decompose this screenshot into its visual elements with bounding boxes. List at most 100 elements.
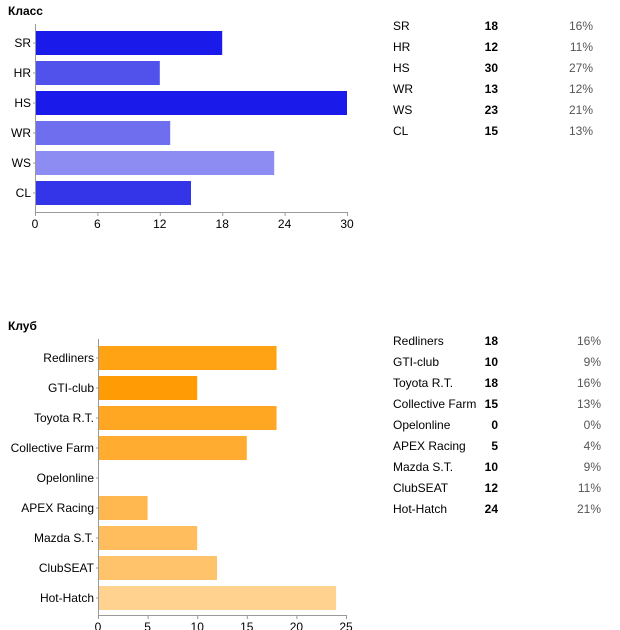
stat-row: ClubSEAT 12 11% xyxy=(393,480,613,501)
stat-name: Toyota R.T. xyxy=(393,376,454,390)
stat-name: CL xyxy=(393,124,409,138)
stat-count: 15 xyxy=(484,397,498,411)
category-label: CL xyxy=(16,186,32,200)
x-tick-label: 18 xyxy=(216,217,230,231)
stat-percent: 13% xyxy=(576,397,601,411)
x-tick-label: 12 xyxy=(153,217,167,231)
club-stats-table: Redliners 18 16% GTI-club 10 9% Toyota R.T. 18 1… xyxy=(393,333,613,533)
stat-name: WS xyxy=(393,103,413,117)
stat-name: SR xyxy=(393,19,410,33)
category-label: Mazda S.T. xyxy=(34,531,94,545)
bar-hr xyxy=(35,61,160,85)
stat-percent: 0% xyxy=(583,418,601,432)
x-tick-label: 0 xyxy=(95,620,102,630)
stat-count: 10 xyxy=(484,355,498,369)
stat-name: GTI-club xyxy=(393,355,440,369)
bar-redliners xyxy=(98,346,277,370)
stat-count: 12 xyxy=(484,481,498,495)
category-label: APEX Racing xyxy=(21,501,94,515)
category-label: Collective Farm xyxy=(11,441,94,455)
category-label: WS xyxy=(12,156,31,170)
category-label: GTI-club xyxy=(48,381,94,395)
stat-name: WR xyxy=(393,82,413,96)
stat-count: 0 xyxy=(491,418,498,432)
stat-row: Mazda S.T. 10 9% xyxy=(393,459,613,480)
x-tick-label: 30 xyxy=(340,217,354,231)
stat-percent: 11% xyxy=(577,481,601,495)
stat-row: CL 15 13% xyxy=(393,123,613,144)
stat-count: 15 xyxy=(484,124,498,138)
stat-count: 13 xyxy=(484,82,498,96)
category-label: HR xyxy=(14,66,32,80)
stat-row: Collective Farm 15 13% xyxy=(393,396,613,417)
stat-name: Opelonline xyxy=(393,418,451,432)
stat-percent: 9% xyxy=(583,355,601,369)
stat-name: HS xyxy=(393,61,410,75)
stat-percent: 16% xyxy=(568,19,593,33)
x-tick-label: 20 xyxy=(290,620,304,630)
category-label: SR xyxy=(14,36,31,50)
bar-hs xyxy=(35,91,347,115)
category-label: Opelonline xyxy=(37,471,95,485)
stat-count: 10 xyxy=(484,460,498,474)
stat-name: HR xyxy=(393,40,411,54)
stat-name: Redliners xyxy=(393,334,444,348)
bar-hot-hatch xyxy=(98,586,337,610)
category-label: ClubSEAT xyxy=(39,561,95,575)
category-label: HS xyxy=(14,96,31,110)
class-chart-title: Класс xyxy=(8,4,43,18)
stat-count: 18 xyxy=(484,376,498,390)
x-tick-label: 5 xyxy=(144,620,151,630)
category-label: Toyota R.T. xyxy=(34,411,94,425)
x-tick-label: 15 xyxy=(240,620,254,630)
stat-name: Collective Farm xyxy=(393,397,477,411)
stat-count: 23 xyxy=(484,103,498,117)
class-stats-table: SR 18 16% HR 12 11% HS 30 27% WR 13 12% WS 23 21% CL 15 1… xyxy=(393,18,613,148)
stat-percent: 21% xyxy=(568,103,593,117)
stat-percent: 11% xyxy=(569,40,593,54)
club-chart-title: Клуб xyxy=(8,319,37,333)
stat-row: WS 23 21% xyxy=(393,102,613,123)
bar-clubseat xyxy=(98,556,218,580)
stat-name: Hot-Hatch xyxy=(393,502,448,516)
stat-count: 24 xyxy=(484,502,498,516)
x-tick-label: 24 xyxy=(278,217,292,231)
x-tick-label: 10 xyxy=(191,620,205,630)
stat-count: 18 xyxy=(484,334,498,348)
stat-row: Hot-Hatch 24 21% xyxy=(393,501,613,522)
stat-percent: 4% xyxy=(583,439,601,453)
stat-row: GTI-club 10 9% xyxy=(393,354,613,375)
stat-name: Mazda S.T. xyxy=(393,460,454,474)
category-label: Hot-Hatch xyxy=(40,591,94,605)
stat-row: SR 18 16% xyxy=(393,18,613,39)
stat-percent: 21% xyxy=(576,502,601,516)
stat-row: Redliners 18 16% xyxy=(393,333,613,354)
stat-row: Opelonline 0 0% xyxy=(393,417,613,438)
x-tick-label: 25 xyxy=(339,620,353,630)
bar-toyota-r-t- xyxy=(98,406,277,430)
stat-name: APEX Racing xyxy=(393,439,466,453)
stat-count: 18 xyxy=(484,19,498,33)
bar-apex-racing xyxy=(98,496,148,520)
stat-row: HR 12 11% xyxy=(393,39,613,60)
bar-gti-club xyxy=(98,376,198,400)
stat-percent: 12% xyxy=(568,82,593,96)
x-tick-label: 6 xyxy=(94,217,101,231)
stat-row: WR 13 12% xyxy=(393,81,613,102)
bar-cl xyxy=(35,181,191,205)
stat-percent: 27% xyxy=(568,61,593,75)
bar-sr xyxy=(35,31,223,55)
stat-row: APEX Racing 5 4% xyxy=(393,438,613,459)
bar-mazda-s-t- xyxy=(98,526,198,550)
x-tick-label: 0 xyxy=(32,217,39,231)
bar-ws xyxy=(35,151,275,175)
stat-count: 12 xyxy=(484,40,498,54)
category-label: WR xyxy=(11,126,31,140)
bar-collective-farm xyxy=(98,436,247,460)
category-label: Redliners xyxy=(43,351,94,365)
stat-row: HS 30 27% xyxy=(393,60,613,81)
stat-percent: 16% xyxy=(576,334,601,348)
stat-percent: 13% xyxy=(568,124,593,138)
stat-percent: 16% xyxy=(576,376,601,390)
